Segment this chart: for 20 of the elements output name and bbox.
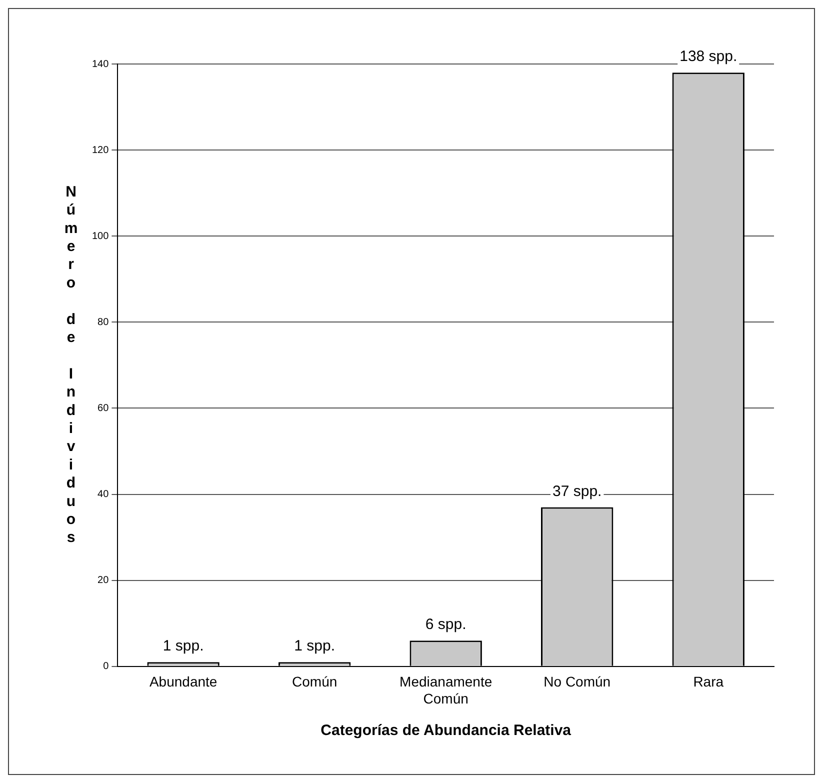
x-tick-label: No Común [544,674,611,690]
y-tick-label: 40 [98,489,110,500]
data-label: 138 spp. [680,48,738,66]
x-tick-label: Abundante [149,674,218,690]
data-label: 37 spp. [552,482,602,500]
y-tick-label: 120 [92,144,110,156]
x-axis-title: Categorías de Abundancia Relativa [320,722,572,740]
y-tick-label: 0 [103,661,110,672]
y-tick-label: 60 [98,402,110,414]
data-label: 1 spp. [294,638,336,655]
y-tick-label: 100 [92,230,110,242]
text: Número de Individuos [64,183,78,546]
y-tick-label: 80 [98,316,110,328]
x-tick-label: Común [292,674,338,690]
x-tick-label: Medianamente Común [400,674,492,706]
y-tick-label: 20 [98,575,110,586]
y-tick-label: 140 [92,58,110,70]
data-label: 6 spp. [425,616,466,634]
data-label: 1 spp. [162,638,204,655]
x-tick-label: Rara [693,674,724,690]
